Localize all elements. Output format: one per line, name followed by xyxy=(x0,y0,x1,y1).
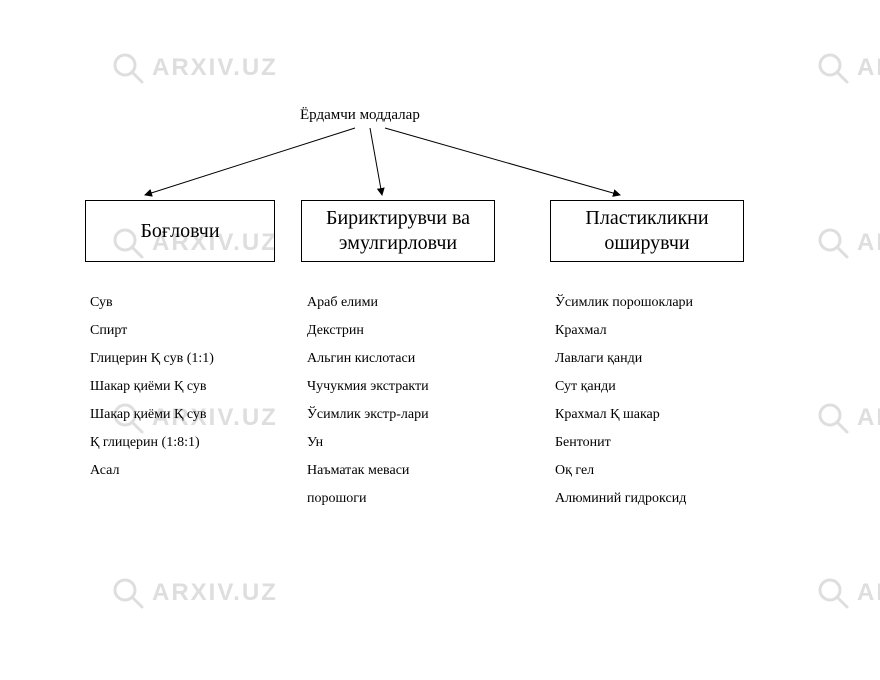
list-item: Альгин кислотаси xyxy=(307,351,429,367)
list-item: Бентонит xyxy=(555,435,693,451)
list-item: Ўсимлик экстр-лари xyxy=(307,407,429,423)
list-item: Ўсимлик порошоклари xyxy=(555,295,693,311)
items-plasticizers: Ўсимлик порошоклари Крахмал Лавлаги қанд… xyxy=(555,295,693,507)
category-box-binders: Боғловчи xyxy=(85,200,275,262)
list-item: Лавлаги қанди xyxy=(555,351,693,367)
list-item: Крахмал xyxy=(555,323,693,339)
category-box-emulsifiers: Бириктирувчи ва эмулгирловчи xyxy=(301,200,495,262)
category-box-plasticizers: Пластикликни оширувчи xyxy=(550,200,744,262)
arrow-to-binders xyxy=(145,128,355,195)
list-item: Шакар қиёми Қ сув xyxy=(90,407,214,423)
items-binders: Сув Спирт Глицерин Қ сув (1:1) Шакар қиё… xyxy=(90,295,214,479)
list-item: Декстрин xyxy=(307,323,429,339)
category-title: Пластикликни оширувчи xyxy=(557,206,737,256)
list-item: Алюминий гидроксид xyxy=(555,491,693,507)
list-item: Оқ гел xyxy=(555,463,693,479)
items-emulsifiers: Араб елими Декстрин Альгин кислотаси Чуч… xyxy=(307,295,429,507)
list-item: Асал xyxy=(90,463,214,479)
list-item: Араб елими xyxy=(307,295,429,311)
list-item: Крахмал Қ шакар xyxy=(555,407,693,423)
arrow-to-plasticizers xyxy=(385,128,620,195)
list-item: Наъматак меваси xyxy=(307,463,429,479)
category-title: Бириктирувчи ва эмулгирловчи xyxy=(308,206,488,256)
list-item: Глицерин Қ сув (1:1) xyxy=(90,351,214,367)
list-item: Қ глицерин (1:8:1) xyxy=(90,435,214,451)
list-item: Ун xyxy=(307,435,429,451)
category-title: Боғловчи xyxy=(140,219,219,244)
list-item: Сув xyxy=(90,295,214,311)
list-item: Сут қанди xyxy=(555,379,693,395)
arrow-to-emulsifiers xyxy=(370,128,382,195)
list-item: Спирт xyxy=(90,323,214,339)
list-item: порошоги xyxy=(307,491,429,507)
list-item: Чучукмия экстракти xyxy=(307,379,429,395)
list-item: Шакар қиёми Қ сув xyxy=(90,379,214,395)
